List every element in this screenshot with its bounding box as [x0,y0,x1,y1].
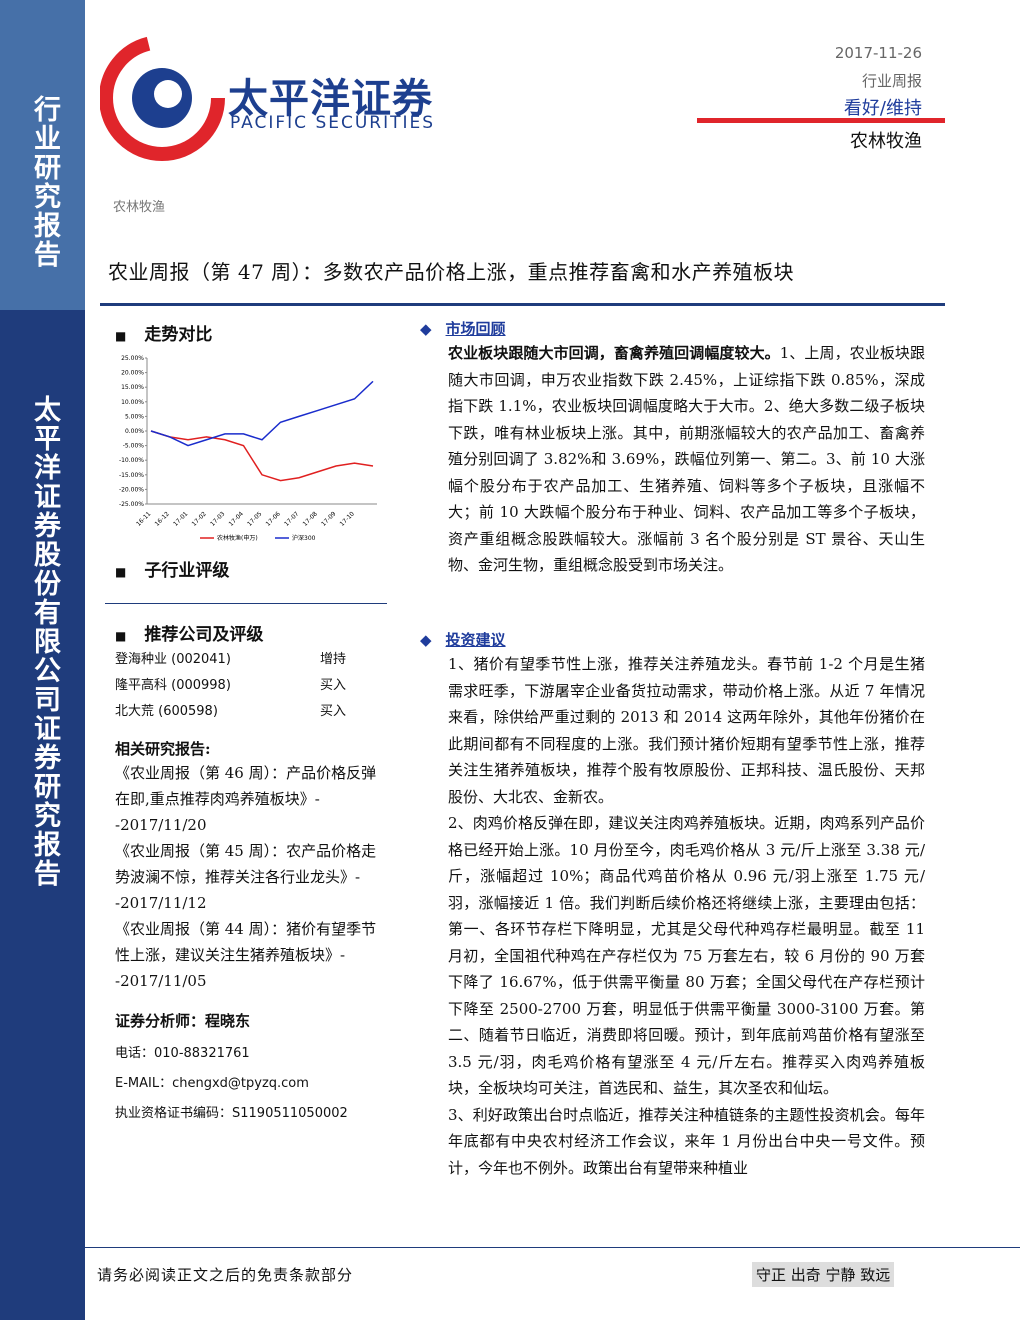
y-tick-label: 25.00% [121,355,144,362]
company-rating: 买入 [320,678,347,693]
analyst-license: 执业资格证书编码：S1190511050002 [115,1106,348,1121]
y-tick-label: -25.00% [119,501,144,508]
report-type: 行业周报 [861,72,922,90]
rating: 看好/维持 [843,98,922,119]
footer-rule [85,1247,1020,1248]
market-text: 农业板块跟随大市回调，畜禽养殖回调幅度较大。1、上周，农业板块跟随大市回调，申万… [448,340,925,579]
sidebar-top [0,0,85,310]
x-tick-label: 17-05 [246,510,263,527]
related-report: 《农业周报（第 44 周）：猪价有望季节性上涨，建议关注生猪养殖板块》--201… [115,920,377,990]
subindustry-heading: 子行业评级 [115,556,229,581]
analyst-phone: 电话：010-88321761 [115,1046,250,1061]
market-body: 1、上周，农业板块跟随大市回调，申万农业指数下跌 2.45%，上证综指下跌 0.… [448,344,925,574]
x-tick-label: 17-01 [172,510,189,527]
company-rating: 增持 [320,652,347,667]
report-title: 农业周报（第 47 周）：多数农产品价格上涨，重点推荐畜禽和水产养殖板块 [108,260,795,284]
x-tick-label: 17-08 [302,510,319,527]
logo-dot [154,80,182,108]
market-heading: ◆ 市场回顾 [420,320,506,338]
series-line [150,380,374,447]
logo-cn: 太平洋证券 [228,76,433,122]
date: 2017-11-26 [834,44,922,62]
trend-heading: 走势对比 [115,320,212,345]
analyst: 证券分析师：程晓东 [115,1012,251,1030]
legend-label: 农林牧渔(申万) [217,534,258,542]
left-rule [105,603,387,604]
x-tick-label: 17-09 [320,510,337,527]
title-rule [100,303,945,306]
related-list: 《农业周报（第 46 周）：产品价格反弹在即,重点推荐肉鸡养殖板块》--2017… [115,760,380,994]
sidebar-top-text: 行业研究报告 [29,95,60,269]
y-tick-label: 15.00% [121,384,144,391]
sidebar-bottom [0,310,85,1320]
y-tick-label: -20.00% [119,486,144,493]
x-tick-label: 17-10 [339,510,356,527]
invest-heading: ◆ 投资建议 [420,631,506,649]
x-tick-label: 17-03 [209,510,226,527]
trend-chart: 25.00% 20.00% 15.00% 10.00% 5.00% 0.00% -5.00%… [119,355,377,542]
red-rule [697,118,945,123]
y-tick-label: 0.00% [125,428,144,435]
x-tick-label: 17-07 [283,510,300,527]
series-line [150,430,374,482]
industry: 农林牧渔 [850,131,922,152]
related-report: 《农业周报（第 46 周）：产品价格反弹在即,重点推荐肉鸡养殖板块》--2017… [115,764,377,834]
invest-text: 1、猪价有望季节性上涨，推荐关注养殖龙头。春节前 1-2 个月是生猪需求旺季，下… [448,651,925,1181]
recommend-heading: 推荐公司及评级 [115,620,263,645]
y-tick-label: 10.00% [121,399,144,406]
legend-label: 沪深300 [292,534,316,542]
x-tick-label: 16-11 [135,510,152,527]
y-tick-label: 20.00% [121,370,144,377]
y-tick-label: -10.00% [119,457,144,464]
section-tag: 农林牧渔 [113,200,166,215]
disclaimer: 请务必阅读正文之后的免责条款部分 [97,1266,354,1284]
related-heading: 相关研究报告: [115,740,211,758]
company: 登海种业 (002041) [115,652,231,667]
market-heading-text: 市场回顾 [445,320,506,338]
invest-paragraph: 2、肉鸡价格反弹在即，建议关注肉鸡养殖板块。近期，肉鸡系列产品价格已经开始上涨。… [448,814,925,1097]
y-tick-label: 5.00% [125,413,144,420]
company-rating: 买入 [320,704,347,719]
y-tick-label: -5.00% [123,443,145,450]
market-lead: 农业板块跟随大市回调，畜禽养殖回调幅度较大。 [448,344,780,362]
company: 隆平高科 (000998) [115,678,231,693]
x-tick-label: 17-02 [191,510,208,527]
x-tick-label: 16-12 [154,510,171,527]
invest-paragraph: 1、猪价有望季节性上涨，推荐关注养殖龙头。春节前 1-2 个月是生猪需求旺季，下… [448,655,925,806]
related-report: 《农业周报（第 45 周）：农产品价格走势波澜不惊，推荐关注各行业龙头》--20… [115,842,377,912]
logo-en: PACIFIC SECURITIES [230,113,436,133]
invest-heading-text: 投资建议 [445,631,506,649]
motto: 守正 出奇 宁静 致远 [752,1262,895,1287]
logo-ring [100,35,225,161]
analyst-email: E-MAIL：chengxd@tpyzq.com [115,1076,309,1091]
x-tick-label: 17-04 [228,510,245,527]
sidebar-bottom-text: 太平洋证券股份有限公司证券研究报告 [29,395,60,888]
logo-mark [100,35,225,161]
company: 北大荒 (600598) [115,704,218,719]
x-tick-label: 17-06 [265,510,282,527]
invest-paragraph: 3、利好政策出台时点临近，推荐关注种植链条的主题性投资机会。每年年底都有中央农村… [448,1105,925,1177]
y-tick-label: -15.00% [119,472,144,479]
